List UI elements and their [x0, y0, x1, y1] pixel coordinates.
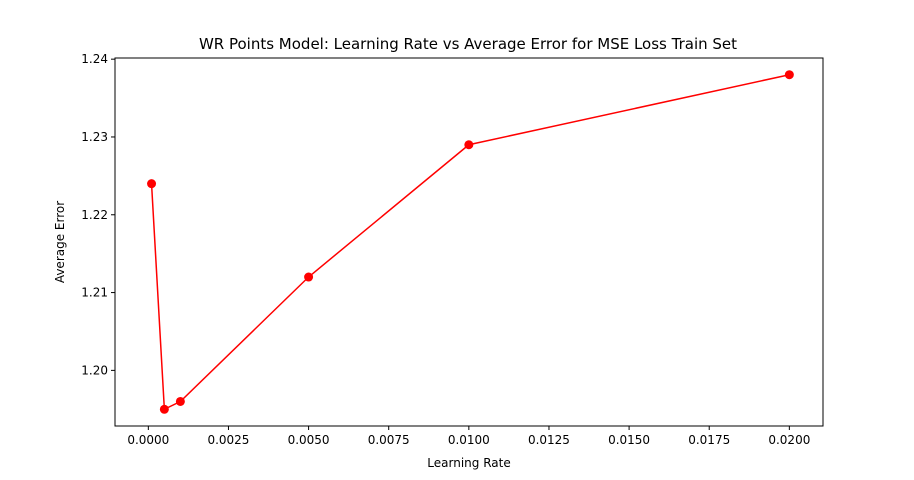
y-axis-label: Average Error — [53, 201, 67, 283]
x-tick-label: 0.0125 — [528, 433, 570, 447]
y-tick-label: 1.21 — [81, 286, 108, 300]
data-point — [304, 272, 314, 282]
x-tick-label: 0.0025 — [207, 433, 249, 447]
x-tick-label: 0.0200 — [768, 433, 810, 447]
y-tick-label: 1.20 — [81, 363, 108, 377]
y-axis-ticks: 1.20 1.21 1.22 1.23 1.24 — [81, 52, 115, 377]
series-markers — [147, 70, 794, 414]
data-point — [147, 179, 157, 189]
data-point — [784, 70, 794, 80]
data-point — [464, 140, 474, 150]
x-tick-label: 0.0075 — [368, 433, 410, 447]
x-tick-label: 0.0175 — [688, 433, 730, 447]
x-tick-label: 0.0050 — [288, 433, 330, 447]
x-tick-label: 0.0150 — [608, 433, 650, 447]
chart-title: WR Points Model: Learning Rate vs Averag… — [199, 35, 737, 53]
plot-area-frame — [114, 57, 824, 427]
data-point — [175, 396, 185, 406]
data-point — [159, 404, 169, 414]
series-line — [150, 73, 790, 411]
y-tick-label: 1.22 — [81, 208, 108, 222]
y-tick-label: 1.23 — [81, 130, 108, 144]
x-axis-ticks: 0.0000 0.0025 0.0050 0.0075 0.0100 0.0125 0.01… — [127, 426, 810, 447]
y-tick-label: 1.24 — [81, 52, 108, 66]
x-tick-label: 0.0000 — [127, 433, 169, 447]
x-axis-label: Learning Rate — [427, 456, 510, 470]
x-tick-label: 0.0100 — [448, 433, 490, 447]
